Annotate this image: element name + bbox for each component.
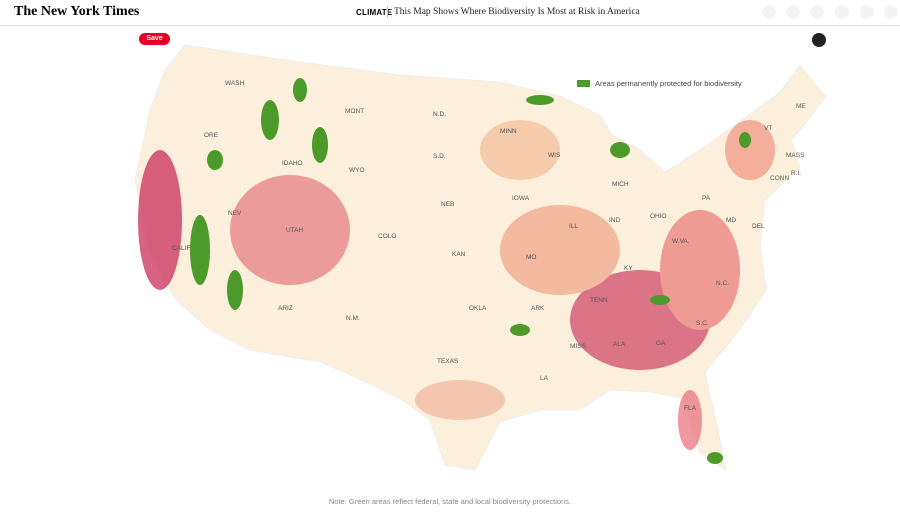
state-label: KAN [452,251,466,258]
whatsapp-icon[interactable] [786,5,800,19]
state-label: NEV [228,210,242,217]
note: Note: Green areas reflect federal, state… [328,497,572,506]
state-label: ALA [613,341,626,348]
state-label: ARK [531,305,545,312]
state-label: N.M. [346,315,360,322]
basemap-toggle[interactable] [812,33,826,47]
state-label: TEXAS [437,358,459,365]
state-label: MASS [786,152,805,159]
protected-areas [190,78,751,464]
state-label: WIS [548,152,561,159]
state-label: MINN [500,128,517,135]
separator [387,6,388,18]
section[interactable]: CLIMATE [356,8,393,17]
headline: This Map Shows Where Biodiversity Is Mos… [394,7,640,17]
state-label: MISS [570,343,587,350]
share-icon[interactable] [884,5,898,19]
legend-swatch [577,80,590,87]
state-labels: WASH MONT N.D. MINN ME VT ORE IDAHO S.D. WIS MICH M… [172,80,806,412]
state-label: ILL [569,223,578,230]
state-label: WYO [349,167,365,174]
state-label: MONT [345,108,364,115]
legend-label: Areas permanently protected for biodiver… [595,79,742,88]
logo[interactable]: The New York Times [14,4,140,19]
state-label: COLO [378,233,396,240]
state-label: OKLA [469,305,487,312]
save-button[interactable]: Save [139,33,170,45]
state-label: R.I. [791,170,801,177]
state-label: VT [764,125,772,132]
state-label: ARIZ [278,305,293,312]
state-label: GA [656,340,666,347]
state-label: ME [796,103,806,110]
state-label: ORE [204,132,219,139]
gift-icon[interactable] [860,5,874,19]
state-label: WASH [225,80,245,87]
facebook-icon[interactable] [762,5,776,19]
state-label: MD [726,217,736,224]
state-label: UTAH [286,227,304,234]
state-label: NEB [441,201,454,208]
state-label: DEL [752,223,765,230]
header: The New York Times CLIMATE This Map Show… [0,0,900,26]
twitter-icon[interactable] [810,5,824,19]
state-label: IDAHO [282,160,303,167]
state-label: S.D. [433,153,446,160]
state-label: MO [526,254,536,261]
state-label: KY [624,265,633,272]
state-label: MICH [612,181,629,188]
state-label: N.C. [716,280,729,287]
state-label: W.VA. [672,238,690,245]
risk-areas [138,120,775,450]
state-label: S.C. [696,320,709,327]
state-label: CALIF [172,245,190,252]
state-label: TENN [590,297,608,304]
state-label: OHIO [650,213,667,220]
state-label: CONN [770,175,789,182]
state-label: LA [540,375,549,382]
state-label: FLA [684,405,697,412]
state-label: N.D. [433,111,446,118]
state-label: IND [609,217,621,224]
state-label: PA [702,195,711,202]
state-label: IOWA [512,195,530,202]
email-icon[interactable] [835,5,849,19]
